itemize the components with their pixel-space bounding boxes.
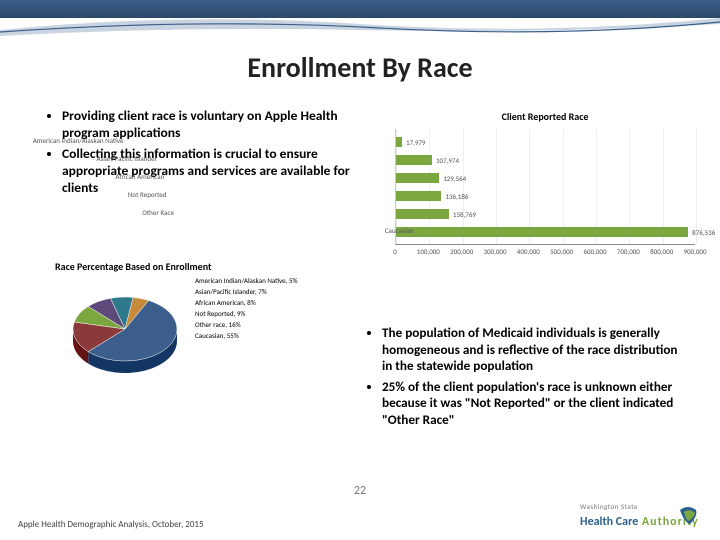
- slide-title: Enrollment By Race: [0, 50, 720, 85]
- pie-chart-title: Race Percentage Based on Enrollment: [55, 260, 335, 273]
- bullet-item: The population of Medicaid individuals i…: [382, 325, 690, 375]
- bullets-right: The population of Medicaid individuals i…: [360, 325, 690, 432]
- bar-chart-axis: 0100,000200,000300,000400,000500,000600,…: [395, 245, 695, 259]
- logo-mark-icon: [676, 504, 700, 528]
- page-number: 22: [0, 484, 720, 498]
- logo-line2: Health Care: [580, 515, 638, 529]
- slide: Enrollment By Race Providing client race…: [0, 0, 720, 540]
- pie-chart-plot: [65, 279, 215, 389]
- bar-chart: Client Reported Race American Indian/Ala…: [395, 110, 695, 259]
- pie-chart: Race Percentage Based on Enrollment Amer…: [35, 260, 335, 389]
- bullet-item: 25% of the client population's race is u…: [382, 379, 690, 429]
- header-swoosh: [0, 12, 720, 42]
- bar-chart-plot: American Indian/Alaskan Native17,979Asia…: [395, 129, 695, 245]
- logo: Washington State Health Care Authority: [580, 502, 700, 530]
- pie-chart-legend: American Indian/Alaskan Native, 5%Asian/…: [195, 276, 298, 343]
- footer-text: Apple Health Demographic Analysis, Octob…: [18, 519, 204, 530]
- bar-chart-title: Client Reported Race: [395, 110, 695, 123]
